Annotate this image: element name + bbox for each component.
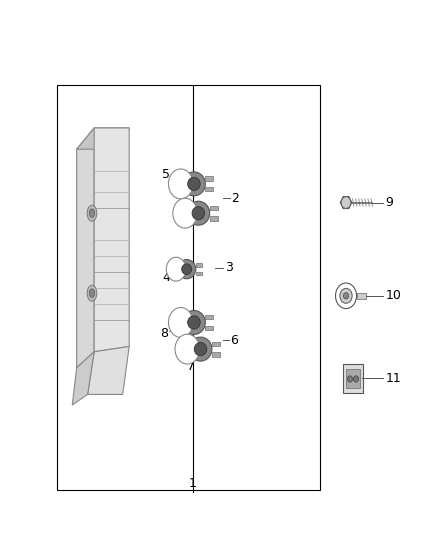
Text: 10: 10 xyxy=(385,289,401,302)
Polygon shape xyxy=(88,346,129,394)
Circle shape xyxy=(353,376,359,382)
Polygon shape xyxy=(77,128,94,368)
Ellipse shape xyxy=(187,177,200,190)
Bar xyxy=(205,187,213,191)
Text: 2: 2 xyxy=(231,192,239,205)
Text: 8: 8 xyxy=(160,327,168,340)
Ellipse shape xyxy=(87,285,97,301)
Polygon shape xyxy=(340,197,352,208)
Text: 1: 1 xyxy=(189,478,197,490)
Polygon shape xyxy=(94,128,129,352)
Text: 4: 4 xyxy=(162,271,170,284)
Text: 9: 9 xyxy=(385,196,393,209)
Text: 3: 3 xyxy=(225,261,233,274)
Bar xyxy=(196,263,202,266)
Ellipse shape xyxy=(89,209,95,217)
Bar xyxy=(357,293,366,299)
Ellipse shape xyxy=(87,205,97,221)
Circle shape xyxy=(166,257,186,281)
Bar xyxy=(210,216,218,221)
Circle shape xyxy=(169,169,193,199)
Ellipse shape xyxy=(183,172,205,196)
Bar xyxy=(212,352,220,357)
Ellipse shape xyxy=(89,289,95,297)
Bar xyxy=(212,342,220,346)
Bar xyxy=(205,315,213,319)
Ellipse shape xyxy=(183,310,205,335)
Ellipse shape xyxy=(192,207,205,220)
Text: 7: 7 xyxy=(187,360,195,373)
Bar xyxy=(196,272,202,275)
Polygon shape xyxy=(72,352,94,405)
Bar xyxy=(205,176,213,181)
Ellipse shape xyxy=(187,201,210,225)
Text: 5: 5 xyxy=(162,168,170,181)
Bar xyxy=(210,206,218,210)
FancyBboxPatch shape xyxy=(343,364,363,393)
Ellipse shape xyxy=(177,260,196,279)
Circle shape xyxy=(340,288,352,303)
Circle shape xyxy=(347,376,353,382)
Polygon shape xyxy=(77,128,129,149)
Ellipse shape xyxy=(341,197,351,208)
Ellipse shape xyxy=(189,337,212,361)
Ellipse shape xyxy=(194,343,207,356)
Text: 6: 6 xyxy=(230,334,238,346)
Circle shape xyxy=(169,308,193,337)
Circle shape xyxy=(336,283,357,309)
Ellipse shape xyxy=(182,264,192,274)
Ellipse shape xyxy=(187,316,200,329)
Bar xyxy=(205,326,213,330)
Circle shape xyxy=(173,198,198,228)
Bar xyxy=(346,369,360,388)
Text: 11: 11 xyxy=(385,372,401,385)
Circle shape xyxy=(343,293,349,299)
Circle shape xyxy=(175,334,200,364)
Bar xyxy=(57,85,320,490)
